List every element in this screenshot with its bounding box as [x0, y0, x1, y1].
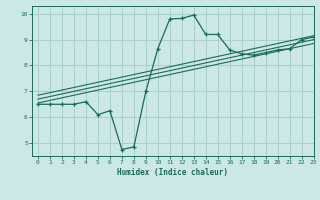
X-axis label: Humidex (Indice chaleur): Humidex (Indice chaleur)	[117, 168, 228, 177]
